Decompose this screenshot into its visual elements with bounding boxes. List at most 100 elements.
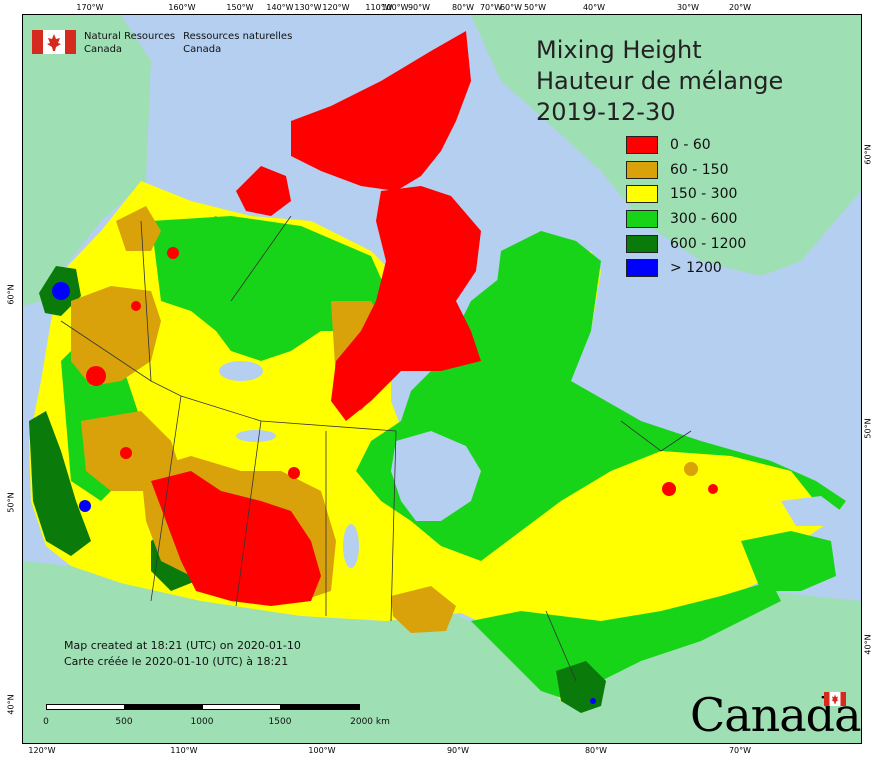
longitude-label-top: 130°W xyxy=(294,3,322,12)
legend-item: > 1200 xyxy=(626,256,746,281)
spot-red-bc xyxy=(120,447,132,459)
latitude-label-right: 50°N xyxy=(863,418,873,439)
longitude-label-top: 80°W xyxy=(451,3,475,12)
legend-label: 0 - 60 xyxy=(670,137,711,154)
longitude-label-top: 60°W xyxy=(499,3,523,12)
latitude-label-left: 60°N xyxy=(6,284,16,305)
legend-label: 600 - 1200 xyxy=(670,235,747,252)
nrcan-fr-line1: Ressources naturelles xyxy=(183,31,293,42)
zone-orange-yukon xyxy=(71,286,161,386)
longitude-label-bottom: 120°W xyxy=(28,746,56,755)
map-title-english: Mixing Height xyxy=(536,36,702,64)
latitude-label-left: 40°N xyxy=(6,694,16,715)
spot-orange-quebec xyxy=(684,462,698,476)
map-canvas xyxy=(23,15,861,743)
longitude-label-top: 20°W xyxy=(728,3,752,12)
zone-darkgreen-pacific-coast xyxy=(29,411,91,556)
spot-red-yukon xyxy=(86,366,106,386)
longitude-label-bottom: 70°W xyxy=(728,746,752,755)
zone-red-prairie xyxy=(151,471,321,606)
spot-blue-bc xyxy=(79,500,91,512)
greenland-land xyxy=(471,15,861,276)
legend-item: 0 - 60 xyxy=(626,133,746,158)
spot-blue-alaska xyxy=(52,282,70,300)
legend: 0 - 60 60 - 150 150 - 300 300 - 600 600 - 12… xyxy=(626,133,746,281)
longitude-label-bottom: 80°W xyxy=(584,746,608,755)
scale-segment xyxy=(124,704,203,710)
latitude-label-left: 50°N xyxy=(6,492,16,513)
legend-swatch xyxy=(626,160,658,179)
spot-red-sask xyxy=(288,467,300,479)
legend-item: 150 - 300 xyxy=(626,182,746,207)
nrcan-en-line2: Canada xyxy=(84,44,123,55)
nrcan-en-line1: Natural Resources xyxy=(84,31,176,42)
lake-great-bear xyxy=(219,361,263,381)
scale-label: 1500 xyxy=(268,717,292,727)
longitude-label-bottom: 110°W xyxy=(170,746,198,755)
zone-orange-ontario xyxy=(391,586,456,633)
legend-label: > 1200 xyxy=(670,260,722,277)
scale-label: 2000 km xyxy=(350,717,390,727)
longitude-label-bottom: 100°W xyxy=(308,746,336,755)
longitude-label-top: 150°W xyxy=(226,3,254,12)
longitude-label-top: 120°W xyxy=(322,3,350,12)
longitude-label-top: 40°W xyxy=(582,3,606,12)
scale-label: 0 xyxy=(43,717,49,727)
credit-english: Map created at 18:21 (UTC) on 2020-01-10 xyxy=(64,639,301,652)
longitude-label-top: 140°W xyxy=(266,3,294,12)
canada-wordmark: Canada xyxy=(690,688,862,742)
legend-swatch xyxy=(626,136,658,155)
legend-swatch xyxy=(626,185,658,204)
wordmark-flag-icon xyxy=(824,692,846,706)
lake-great-slave xyxy=(236,430,276,442)
zone-red-arctic-archipelago xyxy=(291,31,471,191)
legend-label: 300 - 600 xyxy=(670,211,738,228)
canada-flag-icon xyxy=(32,30,76,54)
gulf-st-lawrence xyxy=(781,496,841,526)
nrcan-french: Ressources naturelles Canada xyxy=(183,30,292,56)
longitude-label-top: 110°W xyxy=(365,3,393,12)
boundary-lines xyxy=(60,215,692,682)
scale-segment xyxy=(46,704,125,710)
legend-item: 600 - 1200 xyxy=(626,231,746,256)
zone-green-maritimes xyxy=(741,531,836,591)
lake-winnipeg xyxy=(343,524,359,568)
map-title-french: Hauteur de mélange xyxy=(536,67,784,95)
nrcan-fr-line2: Canada xyxy=(183,44,222,55)
spot-blue-ontario xyxy=(590,698,596,704)
zone-green-greenland-edge xyxy=(496,231,601,321)
zone-green-southeast xyxy=(471,581,781,701)
longitude-label-bottom: 90°W xyxy=(446,746,470,755)
credit-french: Carte créée le 2020-01-10 (UTC) à 18:21 xyxy=(64,655,289,668)
spot-red-north-2 xyxy=(131,301,141,311)
legend-swatch xyxy=(626,259,658,278)
longitude-label-top: 70°W xyxy=(479,3,503,12)
legend-swatch xyxy=(626,210,658,229)
legend-swatch xyxy=(626,234,658,253)
map-frame xyxy=(22,14,862,744)
scale-segment xyxy=(202,704,281,710)
zone-red-nunavut-islands xyxy=(236,166,291,216)
longitude-label-top: 160°W xyxy=(168,3,196,12)
zone-green-yukon xyxy=(181,216,241,301)
legend-item: 300 - 600 xyxy=(626,207,746,232)
spot-red-north xyxy=(167,247,179,259)
nrcan-english: Natural Resources Canada xyxy=(84,30,175,56)
nrcan-signature: Natural Resources Canada Ressources natu… xyxy=(32,30,292,56)
longitude-label-top: 90°W xyxy=(407,3,431,12)
zone-orange-arctic-west xyxy=(116,206,161,251)
usa-land xyxy=(23,561,861,743)
scale-segment xyxy=(280,704,360,710)
alaska-land xyxy=(23,15,151,306)
zone-red-baffin xyxy=(331,186,481,421)
longitude-label-top: 170°W xyxy=(76,3,104,12)
legend-item: 60 - 150 xyxy=(626,158,746,183)
map-date: 2019-12-30 xyxy=(536,98,676,126)
spot-red-quebec xyxy=(662,482,676,496)
scale-label: 1000 xyxy=(190,717,214,727)
longitude-label-top: 100°W xyxy=(381,3,409,12)
legend-label: 150 - 300 xyxy=(670,186,738,203)
zone-green-quebec-north xyxy=(356,256,846,561)
longitude-label-top: 50°W xyxy=(523,3,547,12)
